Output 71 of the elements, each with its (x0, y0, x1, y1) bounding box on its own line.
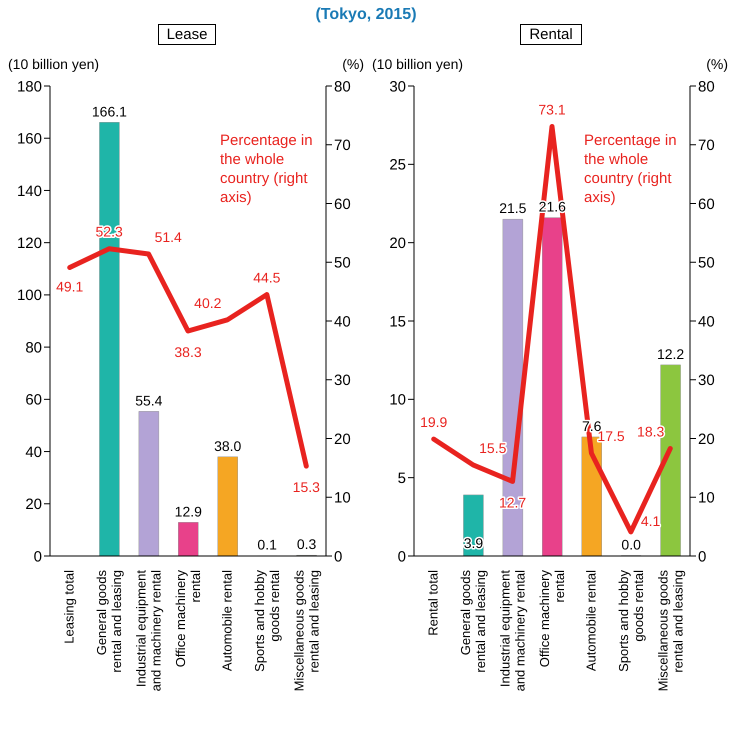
y-tick-label: 10 (389, 392, 406, 409)
y-tick-label: 20 (25, 496, 42, 514)
y-tick-label: 180 (16, 78, 42, 96)
data-label: 21.5 (499, 200, 527, 216)
y2-tick-label: 40 (698, 313, 715, 330)
y2-tick-label: 80 (334, 78, 351, 96)
annotation: Percentage in the whole country (right axis) (220, 131, 314, 207)
y-tick-label: 160 (16, 130, 42, 148)
x-tick-label: Automobile rental (219, 570, 234, 672)
y2-tick-label: 30 (698, 372, 715, 390)
y2-tick-label: 10 (698, 490, 715, 507)
y2-tick-label: 0 (698, 548, 706, 566)
chart-title: Lease (158, 24, 216, 45)
x-tick-label: General goods rental and leasing (458, 570, 488, 673)
y-tick-label: 40 (25, 444, 42, 461)
y-tick-label: 5 (398, 470, 406, 487)
y-axis-title: (10 billion yen) (8, 56, 100, 72)
data-label: 0.1 (257, 536, 278, 553)
y-tick-label: 140 (16, 182, 42, 200)
y2-tick-label: 50 (334, 254, 351, 272)
y-tick-label: 60 (25, 392, 42, 409)
data-label: 4.1 (640, 512, 661, 529)
y2-tick-label: 60 (334, 196, 351, 213)
y2-axis-title: (%) (706, 56, 728, 72)
data-label: 44.5 (253, 270, 281, 286)
y2-tick-label: 0 (334, 548, 342, 566)
y-tick-label: 0 (398, 548, 406, 566)
data-label: 0.3 (296, 536, 317, 552)
data-label: 49.1 (56, 278, 84, 295)
y-tick-label: 100 (16, 287, 42, 304)
y2-tick-label: 30 (334, 372, 351, 390)
y-tick-label: 80 (25, 339, 42, 356)
data-label: 55.4 (135, 392, 163, 408)
data-label: 12.2 (656, 346, 684, 362)
data-label: 38.0 (214, 438, 242, 454)
data-label: 73.1 (538, 102, 566, 118)
annotation: Percentage in the whole country (right axis) (584, 131, 678, 207)
data-label: 12.9 (174, 503, 202, 520)
y2-tick-label: 80 (698, 78, 715, 96)
data-label: 166.1 (92, 103, 128, 120)
y2-tick-label: 70 (698, 137, 715, 154)
data-label: 19.9 (420, 414, 448, 430)
x-tick-label: General goods rental and leasing (94, 570, 124, 673)
chart-title: Rental (520, 24, 582, 45)
y2-tick-label: 60 (698, 196, 715, 213)
y2-tick-label: 20 (334, 430, 351, 448)
data-label: 51.4 (154, 229, 182, 246)
y-tick-label: 0 (34, 548, 42, 566)
y2-tick-label: 40 (334, 313, 351, 330)
y-tick-label: 120 (16, 234, 42, 252)
y2-tick-label: 70 (334, 137, 351, 154)
data-label: 12.7 (498, 494, 526, 510)
x-tick-label: Leasing total (62, 570, 77, 644)
data-label: 15.5 (479, 440, 507, 456)
y2-tick-label: 10 (334, 490, 351, 507)
y-tick-label: 25 (389, 156, 406, 174)
data-label: 38.3 (174, 344, 202, 360)
y-tick-label: 30 (389, 78, 406, 96)
y2-tick-label: 50 (698, 254, 715, 272)
x-tick-label: Automobile rental (583, 570, 598, 672)
y-axis-title: (10 billion yen) (372, 56, 464, 72)
x-tick-label: Rental total (426, 570, 441, 636)
data-label: 40.2 (194, 294, 222, 311)
y2-tick-label: 20 (698, 430, 715, 448)
y2-axis-title: (%) (342, 56, 364, 72)
data-label: 3.9 (464, 535, 484, 551)
text: (Tokyo, 2015) (314, 6, 418, 24)
data-label: 0.0 (621, 536, 642, 552)
y-tick-label: 20 (389, 234, 406, 252)
y-tick-label: 15 (389, 313, 406, 330)
data-label: 15.3 (292, 479, 320, 496)
